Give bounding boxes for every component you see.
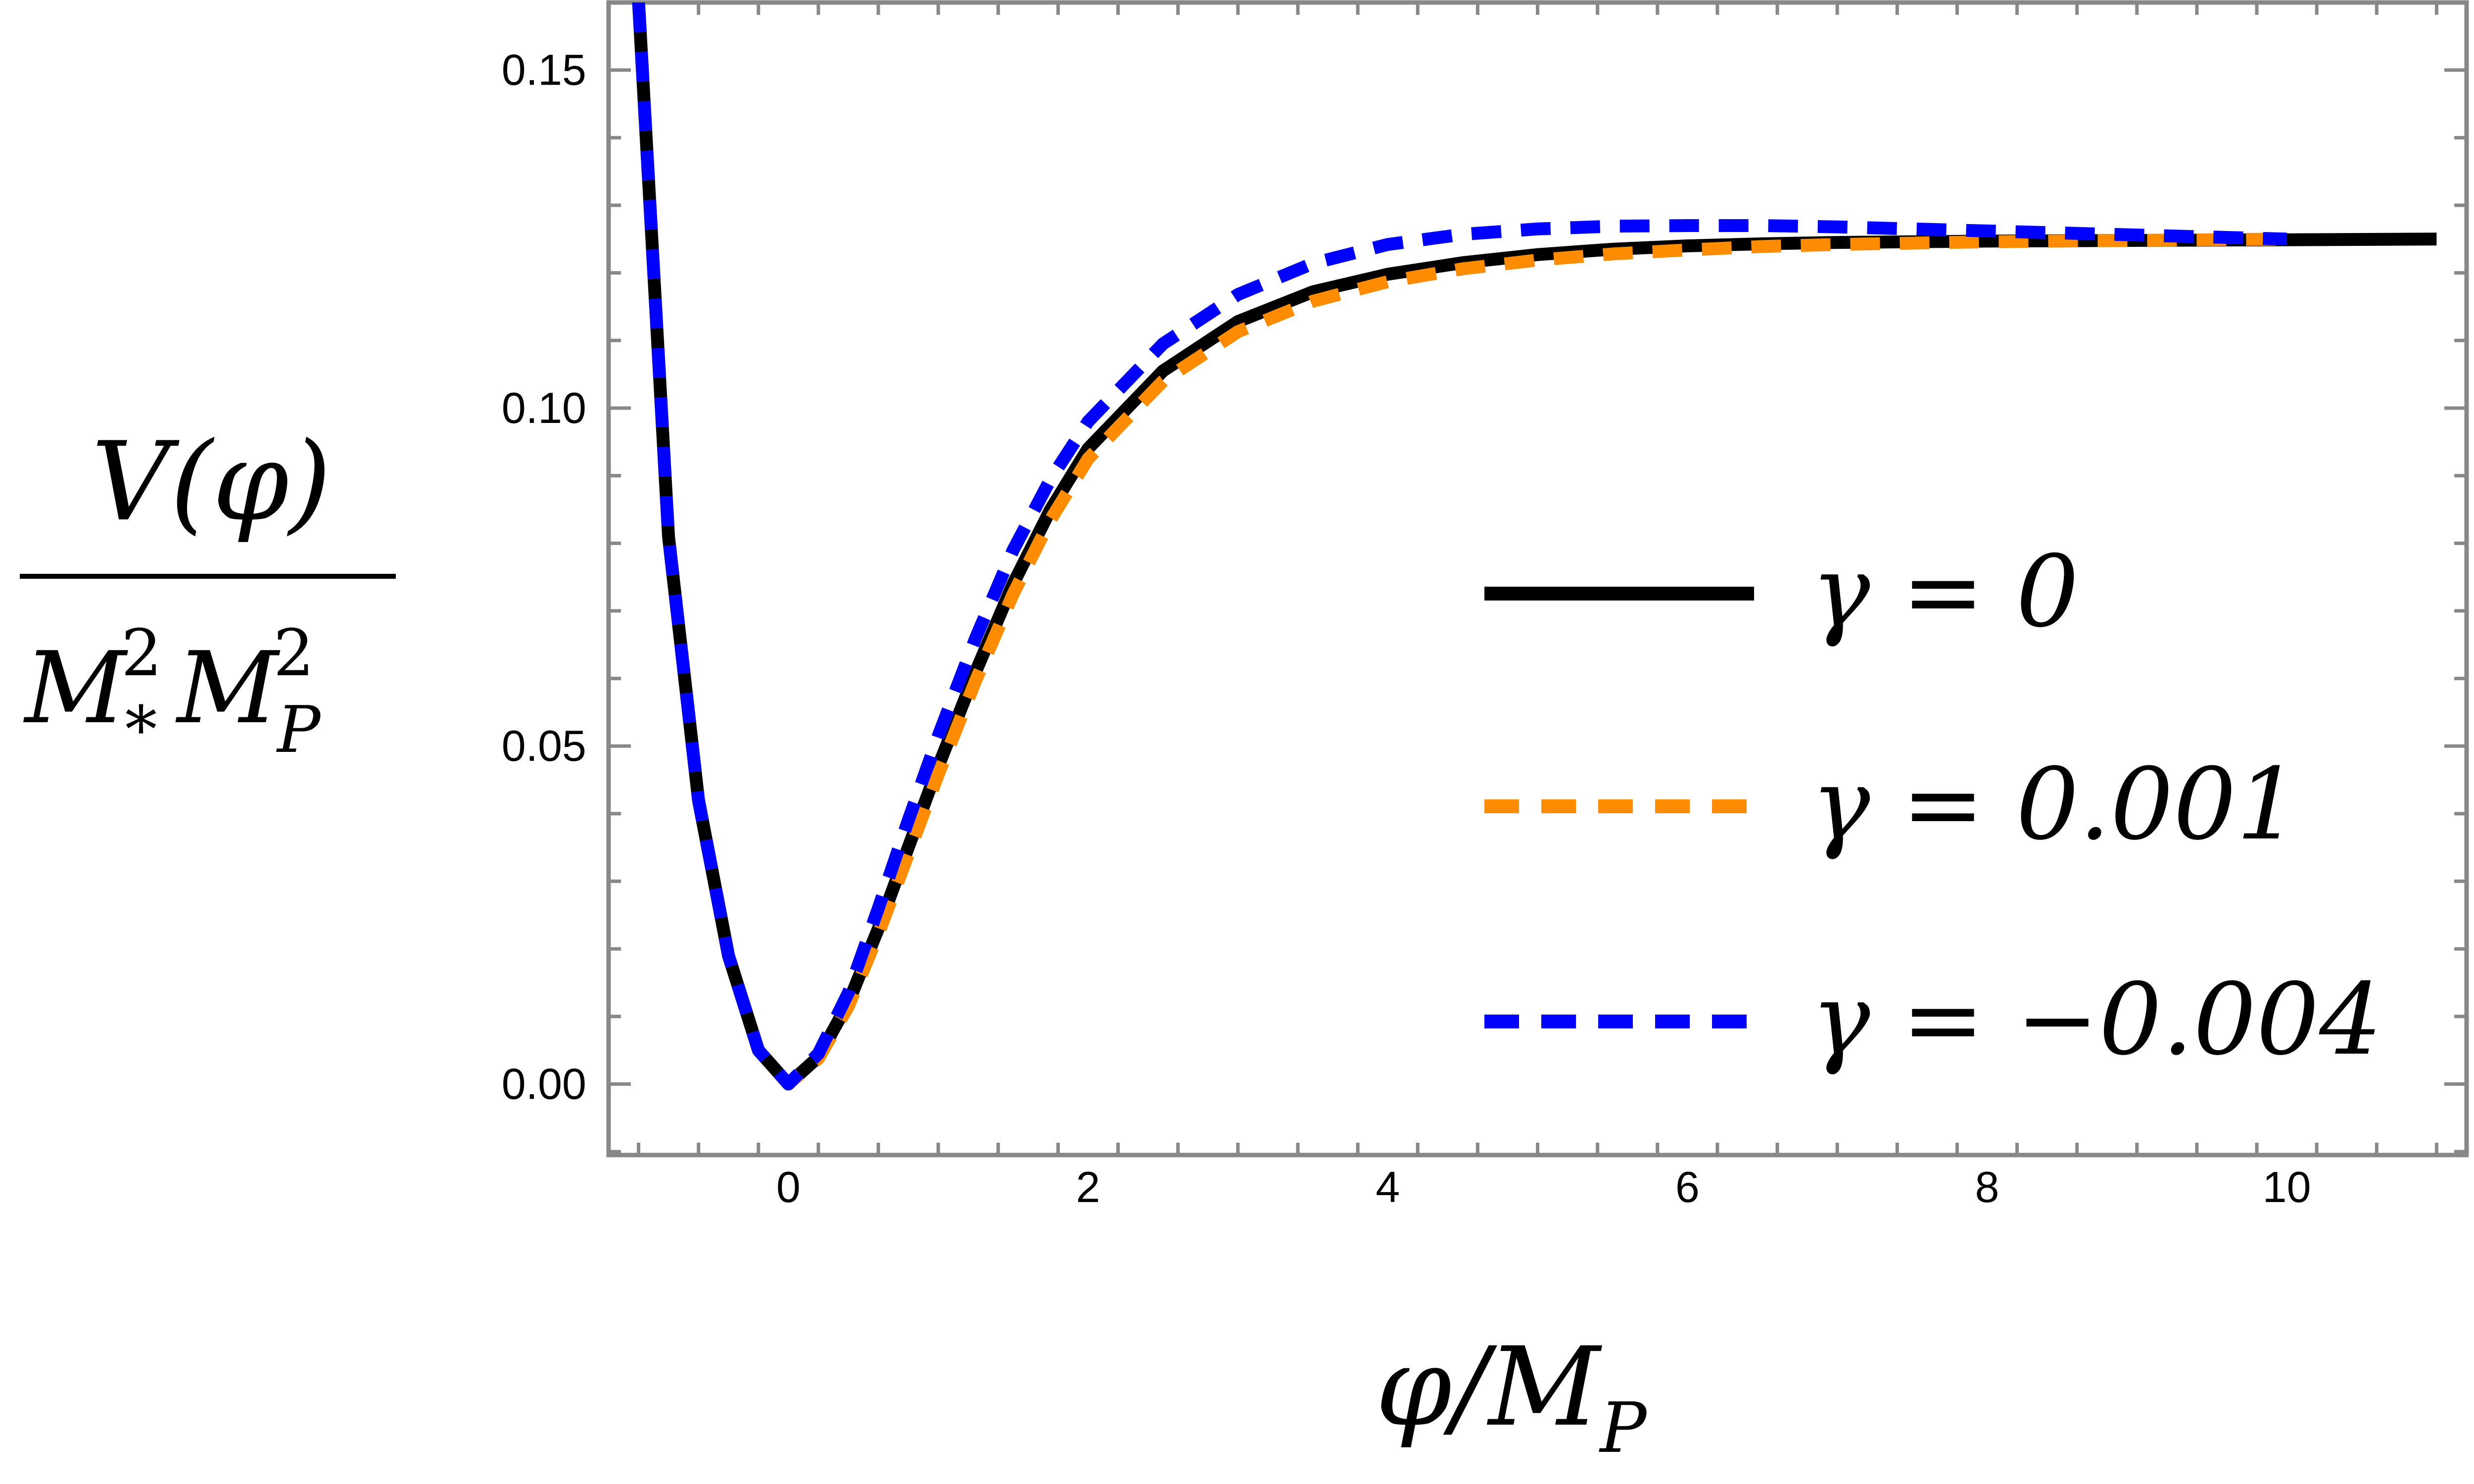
legend-item-gamma-0-001: γ = 0.001 [1484,747,2299,862]
x-tick-label: 2 [1076,1162,1100,1211]
x-axis-label: φ/MP [1376,1324,1648,1469]
legend-label-gamma-0: γ = 0 [1811,534,2079,649]
y-tick-label: 0.00 [502,1060,586,1109]
x-tick-label: 6 [1675,1162,1700,1211]
legend-item-gamma-neg-0-004: γ = −0.004 [1484,962,2382,1077]
legend-label-gamma-neg-0-004: γ = −0.004 [1811,962,2382,1077]
x-tick-label: 8 [1975,1162,1999,1211]
svg-text:φ/MP: φ/MP [1376,1324,1648,1469]
series-layer [632,2,2437,1091]
series-gamma-neg-0-004 [632,2,2287,1091]
y-tick-label: 0.15 [502,46,586,94]
legend: γ = 0 γ = 0.001 γ = −0.004 [1484,534,2382,1077]
y-tick-label: 0.10 [502,383,586,432]
svg-text:V(φ): V(φ) [92,418,332,545]
x-tick-label: 0 [776,1162,801,1211]
y-axis-label: V(φ) M2 * M2 P [20,418,396,767]
legend-item-gamma-0: γ = 0 [1484,534,2079,649]
y-tick-label: 0.05 [502,721,586,770]
legend-label-gamma-0-001: γ = 0.001 [1811,747,2299,862]
series-gamma-0-001 [632,2,2287,1091]
axis-ticks [609,0,2467,1155]
svg-text:M2*M2P: M2 * M2 P [23,615,322,767]
x-tick-labels: 0 2 4 6 8 10 [776,1162,2311,1211]
x-tick-label: 10 [2263,1162,2311,1211]
x-tick-label: 4 [1376,1162,1400,1211]
y-tick-labels: 0.00 0.05 0.10 0.15 [502,46,586,1109]
